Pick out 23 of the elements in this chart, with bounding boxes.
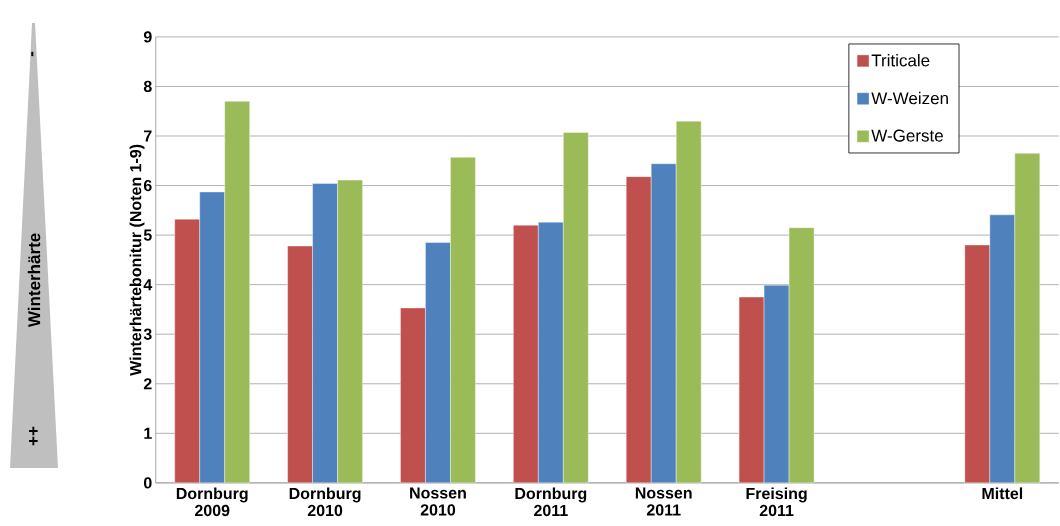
legend-label: Triticale bbox=[871, 53, 930, 67]
y-tick-label: 2 bbox=[143, 378, 152, 390]
y-tick-label: 1 bbox=[144, 427, 152, 439]
x-tick-label: Nossen 2011 bbox=[635, 487, 692, 516]
x-tick-label: Dornburg 2009 bbox=[176, 487, 248, 517]
text: - bbox=[31, 51, 34, 57]
x-tick-label: Mittel bbox=[982, 487, 1023, 500]
x-tick-label: Nossen 2010 bbox=[410, 487, 466, 516]
x-tick-label: Freising 2011 bbox=[746, 487, 807, 517]
legend-label: W-Gerste bbox=[871, 129, 943, 142]
text: ++ bbox=[29, 426, 38, 446]
x-tick-label: Dornburg 2010 bbox=[289, 487, 361, 517]
y-tick-label: 8 bbox=[143, 80, 152, 93]
y-tick-label: 5 bbox=[143, 229, 152, 241]
y-tick-label: 6 bbox=[143, 179, 152, 192]
y-tick-label: 9 bbox=[143, 31, 152, 43]
y-tick-label: 3 bbox=[143, 328, 152, 340]
y-tick-label: 0 bbox=[143, 477, 152, 489]
y-tick-label: 4 bbox=[143, 279, 153, 291]
y-tick-label: 7 bbox=[144, 130, 152, 142]
text: Winterhärte bbox=[27, 233, 41, 328]
legend-label: W-Weizen bbox=[871, 91, 948, 105]
x-tick-label: Dornburg 2011 bbox=[515, 487, 587, 517]
